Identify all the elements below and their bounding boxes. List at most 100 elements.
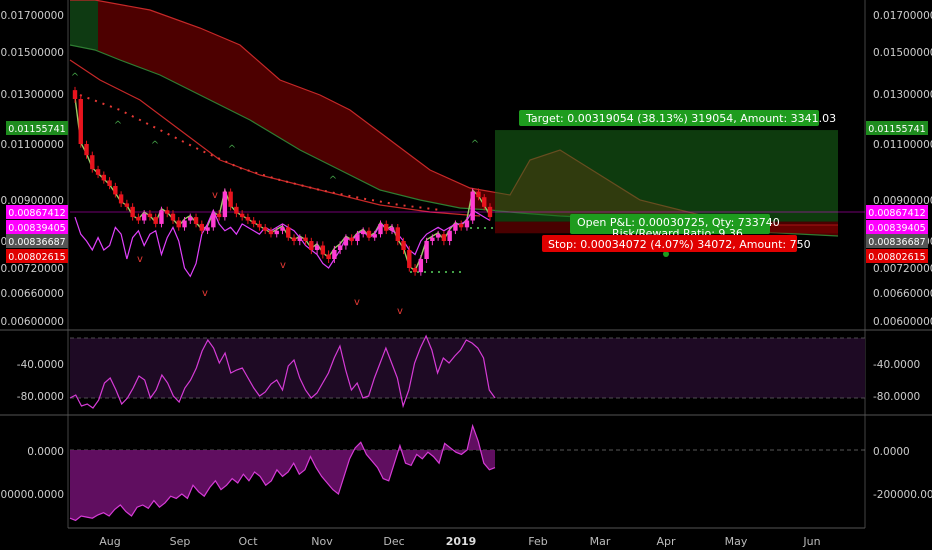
time-tick-label: Jun: [802, 535, 820, 548]
price-badge-text-left: 0.00867412: [8, 208, 65, 219]
candle-body: [464, 220, 470, 228]
candle-body: [90, 155, 95, 170]
candle-body: [291, 237, 297, 241]
price-panel[interactable]: [0, 0, 932, 529]
oscillator-tick-left: -40.0000: [17, 359, 64, 371]
price-badge-text-right: 0.00802615: [868, 252, 925, 263]
price-tick-label-right: 0.00600000: [873, 316, 932, 328]
candle-body: [118, 194, 124, 204]
candle-body: [84, 144, 89, 156]
accumulation-panel[interactable]: 0.0000 0.0000 -200000.0000 -200000.0000: [0, 423, 932, 522]
price-badge-right: [866, 234, 928, 248]
price-tick-label-right: 0.00660000: [873, 288, 932, 300]
candle-body: [136, 217, 141, 221]
candle-body: [441, 234, 447, 241]
price-badge-left: [6, 205, 68, 219]
candle-body: [216, 213, 222, 218]
sell-signal-marker: v: [202, 288, 208, 299]
candle-body: [188, 217, 193, 221]
candle-body: [268, 230, 274, 235]
candle-body: [159, 210, 164, 224]
candle-body: [199, 223, 205, 231]
target-zone: [495, 130, 838, 222]
candle-body: [470, 191, 475, 221]
price-badge-text-right: 0.00867412: [868, 208, 925, 219]
trade-labels: Target: 0.00319054 (38.13%) 319054, Amou…: [519, 110, 836, 252]
cloud-green-area: [70, 0, 98, 50]
time-axis: Aug Sep Oct Nov Dec 2019 Feb Mar Apr May Jun: [99, 535, 820, 548]
candle-body: [153, 217, 158, 224]
time-tick-label: Nov: [311, 535, 333, 548]
target-label-box: [519, 110, 819, 126]
price-badge-left: [6, 121, 68, 135]
price-badge-text-right: 0.00839405: [868, 223, 925, 234]
candle-body: [182, 220, 187, 228]
oscillator-panel[interactable]: -40.0000 -40.0000 -80.0000 -80.0000: [17, 334, 920, 409]
price-tick-label-left: 0.00660000: [1, 288, 64, 300]
candle-body: [147, 213, 153, 218]
price-tick-label-left: 0.01300000: [1, 89, 64, 101]
candle-body: [355, 234, 360, 241]
candle-body: [95, 169, 101, 175]
oscillator-line: [69, 334, 496, 409]
candle-body: [176, 220, 181, 228]
candle-body: [263, 227, 268, 231]
candle-body: [165, 210, 170, 214]
magenta-indicator-line: [74, 208, 491, 278]
candle-body: [72, 90, 78, 99]
price-tick-label-right: 0.01700000: [873, 10, 932, 22]
price-tick-label-right: 0.01100000: [873, 139, 932, 151]
time-tick-label: May: [725, 535, 748, 548]
candle-body: [418, 259, 424, 273]
accumulation-tick-left: -200000.0000: [0, 489, 64, 501]
candle-body: [274, 230, 279, 235]
candle-body: [234, 206, 239, 214]
accumulation-tick-right: -200000.0000: [873, 489, 932, 501]
candle-body: [447, 230, 452, 241]
buy-signal-marker: ^: [228, 144, 236, 155]
candle-body: [430, 237, 435, 241]
cloud-red-area: [70, 0, 838, 236]
red-dotted-line: [79, 94, 441, 211]
candle-body: [482, 197, 487, 207]
price-badge-text-right: 0.00836687: [868, 237, 925, 248]
pnl-label-box: [570, 214, 770, 234]
price-badge-text-left: 0.00836687: [8, 237, 65, 248]
candle-body: [389, 227, 395, 231]
price-tick-label-left: 0.01500000: [1, 47, 64, 59]
candle-body: [205, 227, 210, 231]
oscillator-tick-right: -40.0000: [873, 359, 920, 371]
time-tick-label: 2019: [446, 535, 477, 548]
sell-signal-marker: v: [397, 306, 403, 317]
sell-signal-marker: v: [137, 254, 143, 265]
buy-signal-marker: ^: [71, 72, 79, 83]
candle-body: [332, 250, 337, 259]
price-tick-label-right: 0.00900000: [873, 195, 932, 207]
candle-body: [170, 213, 176, 221]
price-badge-text-left: 0.00802615: [8, 252, 65, 263]
candle-body: [101, 174, 107, 181]
candle-body: [78, 99, 83, 144]
candlestick-series: [72, 86, 493, 276]
candle-body: [107, 180, 112, 186]
time-tick-label: Aug: [99, 535, 120, 548]
accumulation-tick-left: 0.0000: [27, 446, 64, 458]
candle-body: [113, 186, 118, 195]
price-tick-label-right: 0.01300000: [873, 89, 932, 101]
candle-body: [309, 241, 314, 250]
price-badges-right: 0.01155741 0.00867412 0.00839405 0.00836687…: [866, 121, 928, 263]
price-badge-left: [6, 249, 68, 263]
oscillator-band: [70, 338, 865, 398]
stop-label: Stop: 0.00034072 (4.07%) 34072, Amount: …: [548, 238, 811, 251]
candle-body: [239, 213, 245, 218]
accumulation-line: [69, 423, 496, 522]
sell-signal-marker: v: [280, 260, 286, 271]
candle-body: [378, 223, 383, 235]
candle-body: [366, 230, 372, 238]
price-tick-label-left: 0.01700000: [1, 10, 64, 22]
candle-body: [395, 227, 400, 241]
candle-body: [435, 234, 441, 238]
price-badge-left: [6, 220, 68, 234]
buy-signal-marker: ^: [151, 140, 159, 151]
